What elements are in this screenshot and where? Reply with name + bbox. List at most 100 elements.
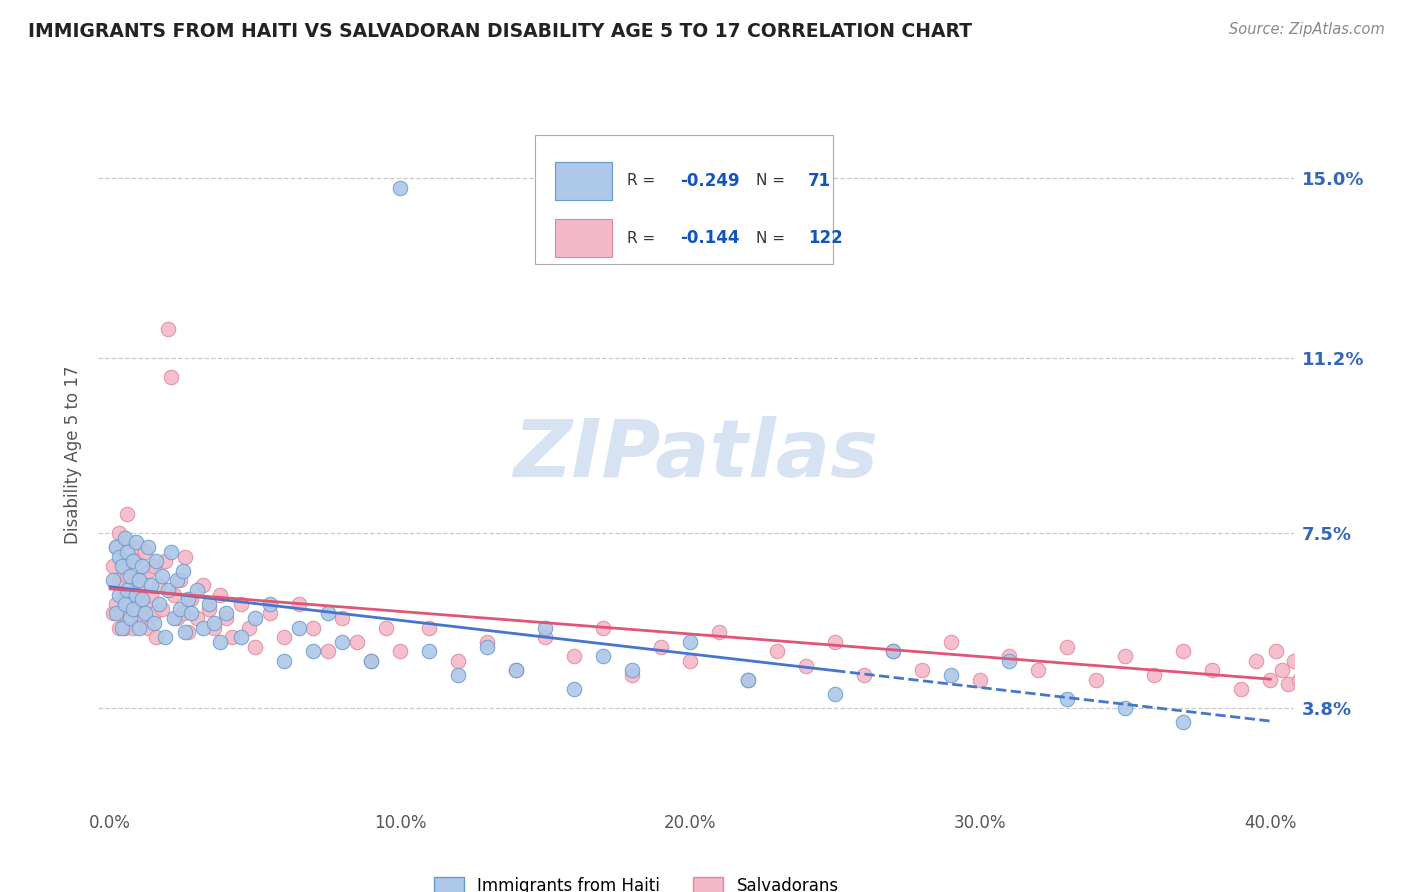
Point (163, 588, 186, 602)
Point (122, 601, 145, 615)
Point (180, 607, 202, 621)
Point (562, 682, 585, 697)
Point (128, 540, 150, 554)
Point (1085, 673, 1108, 687)
Point (505, 663, 527, 677)
Point (389, 644, 412, 658)
Point (1405, 673, 1406, 687)
Point (107, 574, 129, 588)
Point (101, 574, 124, 588)
Point (882, 644, 904, 658)
Point (125, 535, 148, 549)
Point (1399, 701, 1406, 715)
Point (136, 564, 159, 578)
Point (177, 592, 200, 607)
Point (142, 559, 165, 574)
Text: N =: N = (756, 231, 790, 245)
Point (650, 640, 672, 654)
Point (1230, 682, 1253, 697)
Point (259, 607, 281, 621)
Point (111, 621, 134, 635)
Point (114, 531, 136, 545)
Point (134, 597, 156, 611)
Point (1346, 691, 1368, 706)
Point (163, 611, 186, 625)
Point (166, 574, 188, 588)
Point (117, 545, 139, 559)
Point (111, 559, 134, 574)
Point (505, 663, 527, 677)
Point (114, 588, 136, 602)
Point (166, 611, 188, 625)
Point (1381, 663, 1403, 677)
Point (145, 554, 167, 568)
Text: ZIPatlas: ZIPatlas (513, 416, 879, 494)
Point (209, 588, 232, 602)
Point (148, 578, 170, 592)
Point (1317, 673, 1340, 687)
Point (107, 621, 129, 635)
Point (120, 554, 142, 568)
Point (160, 545, 183, 559)
Point (1340, 673, 1362, 687)
Point (1201, 663, 1223, 677)
Point (418, 621, 440, 635)
Point (120, 597, 142, 611)
FancyBboxPatch shape (534, 135, 834, 263)
Point (139, 578, 162, 592)
Point (1277, 677, 1299, 691)
Point (197, 601, 219, 615)
Point (911, 663, 934, 677)
Point (259, 597, 281, 611)
Point (941, 635, 963, 649)
Point (160, 369, 183, 384)
Point (148, 597, 170, 611)
Point (131, 592, 153, 607)
Point (101, 607, 124, 621)
Point (302, 621, 325, 635)
Point (150, 568, 173, 582)
Point (157, 582, 180, 597)
Point (1026, 663, 1049, 677)
Point (114, 535, 136, 549)
Point (1282, 654, 1305, 668)
Point (853, 668, 876, 682)
Point (316, 607, 339, 621)
Point (125, 588, 148, 602)
Point (475, 640, 498, 654)
Point (117, 568, 139, 582)
Point (157, 322, 180, 336)
Point (1323, 663, 1346, 677)
Point (204, 615, 226, 630)
Point (679, 635, 702, 649)
Point (186, 582, 208, 597)
Point (145, 630, 167, 644)
Point (104, 540, 127, 554)
Point (111, 554, 134, 568)
Point (120, 611, 142, 625)
Point (215, 611, 238, 625)
Point (136, 621, 159, 635)
Point (1258, 673, 1281, 687)
Point (131, 611, 153, 625)
Point (1302, 682, 1324, 697)
Point (125, 607, 148, 621)
Point (1056, 691, 1078, 706)
Point (114, 597, 136, 611)
Point (562, 649, 585, 664)
Point (128, 582, 150, 597)
Point (1334, 654, 1357, 668)
Point (117, 507, 139, 521)
Point (197, 597, 219, 611)
Point (191, 578, 214, 592)
FancyBboxPatch shape (555, 161, 613, 200)
Point (243, 640, 266, 654)
Point (111, 607, 134, 621)
Point (1114, 649, 1136, 664)
Point (153, 630, 176, 644)
Point (229, 597, 252, 611)
Text: 71: 71 (808, 172, 831, 190)
Point (621, 668, 644, 682)
Point (209, 635, 232, 649)
Point (134, 545, 156, 559)
